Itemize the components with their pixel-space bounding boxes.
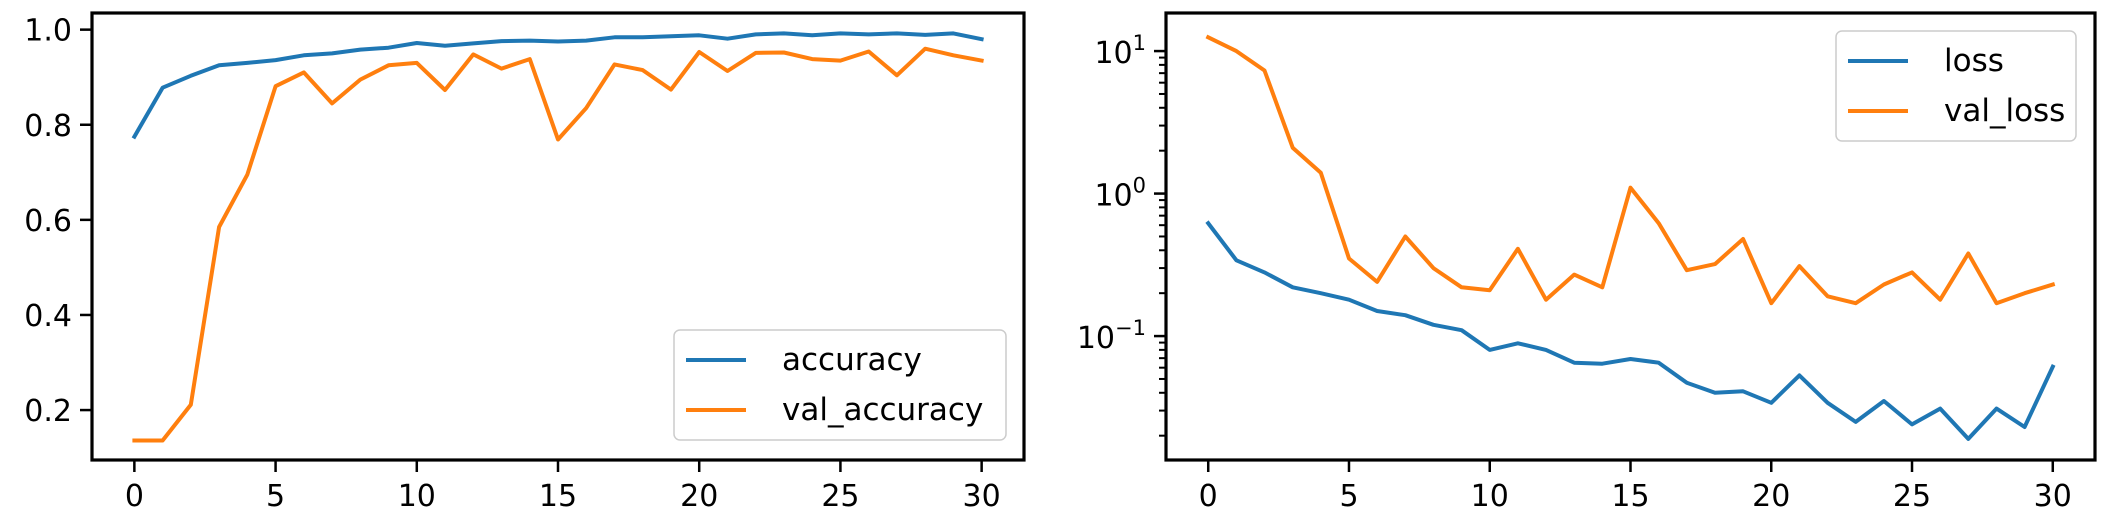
legend-frame xyxy=(1835,30,2077,142)
x-tick-label: 0 xyxy=(125,479,144,514)
legend-label-val-accuracy: val_accuracy xyxy=(782,392,983,428)
x-tick-label: 30 xyxy=(963,479,1001,514)
series-line-loss xyxy=(1205,220,2056,441)
y-tick-label: 1.0 xyxy=(24,14,72,49)
x-tick-label: 5 xyxy=(266,479,285,514)
series-line-val-loss xyxy=(1205,34,2056,306)
x-tick-label: 30 xyxy=(2034,479,2072,514)
y-tick-label: 0.2 xyxy=(24,394,72,429)
legend-label-loss: loss xyxy=(1944,43,2004,79)
x-tick-label: 15 xyxy=(539,479,577,514)
legend: accuracy val_accuracy xyxy=(673,329,1007,441)
legend-frame xyxy=(673,329,1007,441)
x-tick-label: 10 xyxy=(398,479,436,514)
y-tick-label: 0.4 xyxy=(24,299,72,334)
x-tick-label: 15 xyxy=(1611,479,1649,514)
y-tick-label: 10−1 xyxy=(1077,316,1146,356)
y-tick-label: 0.8 xyxy=(24,109,72,144)
y-tick-label: 100 xyxy=(1094,174,1146,214)
x-tick-label: 25 xyxy=(821,479,859,514)
legend: loss val_loss xyxy=(1835,30,2077,142)
x-tick-label: 25 xyxy=(1893,479,1931,514)
y-tick-label: 101 xyxy=(1094,31,1146,71)
series-line-val-accuracy xyxy=(132,46,984,443)
y-tick-label: 0.6 xyxy=(24,204,72,239)
x-tick-label: 20 xyxy=(1752,479,1790,514)
series-line-accuracy xyxy=(131,31,984,140)
legend-label-val-loss: val_loss xyxy=(1944,93,2065,129)
x-tick-label: 5 xyxy=(1339,479,1358,514)
subplot-1: 0 5 10 15 20 25 30 0.2 0.4 0.6 0.8 1.0 accuracy val_a… xyxy=(24,11,1026,514)
legend-label-accuracy: accuracy xyxy=(782,342,922,378)
x-tick-label: 0 xyxy=(1199,479,1218,514)
x-tick-label: 10 xyxy=(1471,479,1509,514)
x-tick-label: 20 xyxy=(680,479,718,514)
subplot-2: 0 5 10 15 20 25 30 10−1 100 101 loss val_loss xyxy=(1077,11,2097,514)
